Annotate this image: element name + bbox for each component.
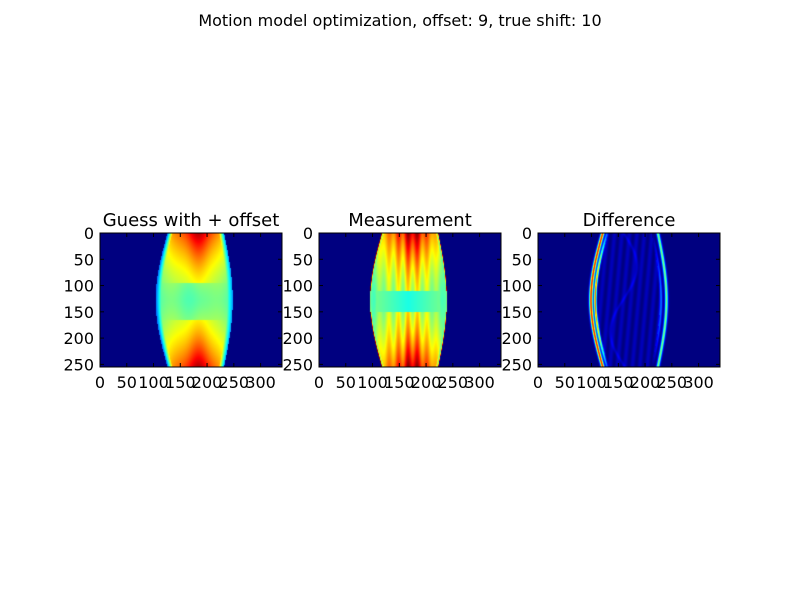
x-tick-label: 250 [438, 373, 469, 392]
y-tick-label: 0 [522, 224, 532, 243]
x-tick-label: 50 [336, 373, 356, 392]
x-tick-label: 50 [555, 373, 575, 392]
x-tick-label: 50 [117, 373, 137, 392]
figure-suptitle: Motion model optimization, offset: 9, tr… [198, 11, 601, 30]
x-tick-label: 150 [165, 373, 196, 392]
x-tick-label: 0 [95, 373, 105, 392]
y-tick-label: 0 [84, 224, 94, 243]
y-tick-label: 250 [63, 355, 94, 374]
y-tick-label: 150 [501, 303, 532, 322]
heatmap-image [100, 233, 282, 367]
y-tick-label: 50 [74, 250, 94, 269]
x-tick-label: 300 [683, 373, 714, 392]
x-tick-label: 300 [245, 373, 276, 392]
axes-frame [537, 232, 721, 368]
axes-frame [99, 232, 283, 368]
subplot-title: Guess with + offset [103, 210, 280, 231]
x-tick-label: 300 [464, 373, 495, 392]
x-tick-label: 150 [603, 373, 634, 392]
y-tick-label: 200 [282, 329, 313, 348]
x-tick-label: 150 [384, 373, 415, 392]
x-tick-label: 100 [576, 373, 607, 392]
y-tick-label: 100 [63, 277, 94, 296]
y-tick-label: 50 [293, 250, 313, 269]
x-tick-label: 200 [630, 373, 661, 392]
x-tick-label: 100 [138, 373, 169, 392]
y-tick-label: 200 [501, 329, 532, 348]
y-tick-label: 50 [512, 250, 532, 269]
heatmap-image [319, 233, 501, 367]
x-tick-label: 250 [219, 373, 250, 392]
x-tick-label: 200 [192, 373, 223, 392]
heatmap-image [538, 233, 720, 367]
x-tick-label: 100 [357, 373, 388, 392]
x-tick-label: 250 [657, 373, 688, 392]
x-tick-label: 0 [533, 373, 543, 392]
y-tick-label: 0 [303, 224, 313, 243]
y-tick-label: 200 [63, 329, 94, 348]
y-tick-label: 150 [282, 303, 313, 322]
subplot-title: Difference [583, 210, 676, 231]
axes-frame [318, 232, 502, 368]
y-tick-label: 100 [501, 277, 532, 296]
x-tick-label: 200 [411, 373, 442, 392]
y-tick-label: 100 [282, 277, 313, 296]
y-tick-label: 250 [501, 355, 532, 374]
y-tick-label: 250 [282, 355, 313, 374]
y-tick-label: 150 [63, 303, 94, 322]
x-tick-label: 0 [314, 373, 324, 392]
subplot-title: Measurement [348, 210, 472, 231]
